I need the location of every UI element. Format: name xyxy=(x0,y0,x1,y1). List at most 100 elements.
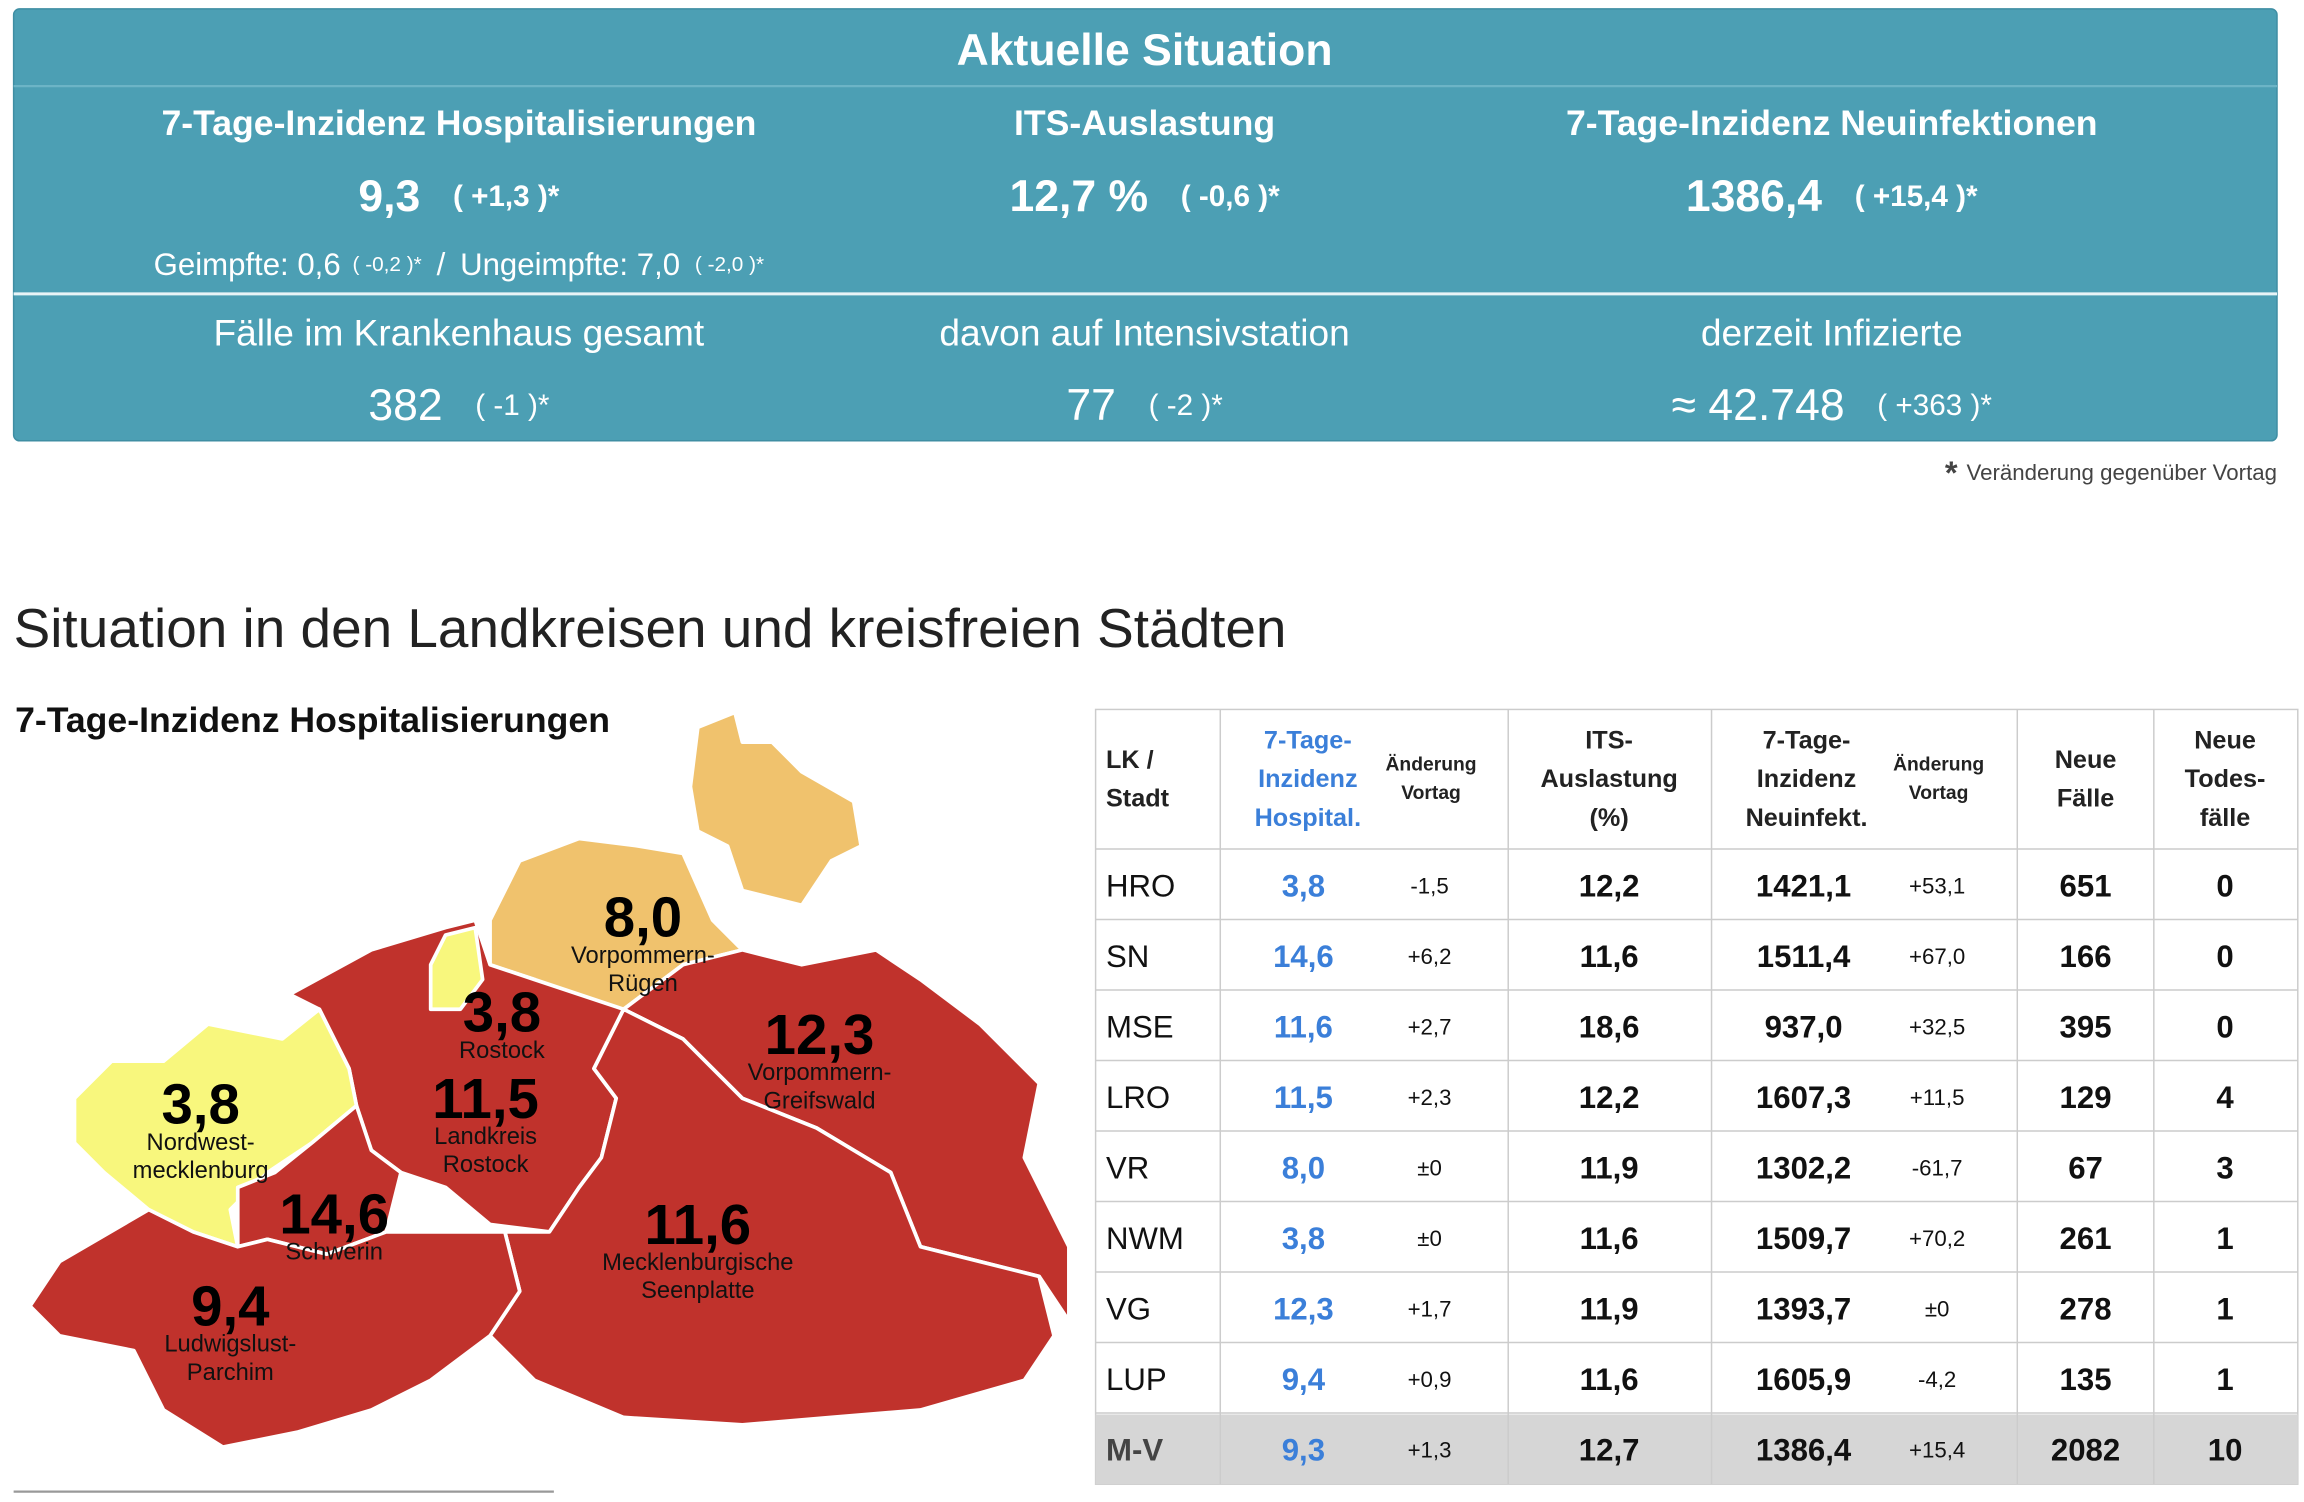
table-cell: 1 xyxy=(2216,1292,2233,1327)
table-header: Neuinfekt. xyxy=(1746,804,1868,832)
metric-value: 9,3 xyxy=(358,171,420,220)
table-cell: +70,2 xyxy=(1909,1226,1965,1251)
footnote-text: Veränderung gegenüber Vortag xyxy=(1966,459,2277,484)
map xyxy=(28,710,1071,1449)
table-header: 7-Tage- xyxy=(1264,727,1352,755)
table-cell: 3,8 xyxy=(1282,869,1325,904)
region-name: mecklenburg xyxy=(133,1158,269,1184)
legend-label: > 6 - 9 xyxy=(354,1499,430,1502)
table-header: Fälle xyxy=(2057,784,2114,812)
table-header: Hospital. xyxy=(1255,804,1362,832)
table-cell: 12,2 xyxy=(1579,1080,1640,1115)
table-cell: ±0 xyxy=(1417,1226,1442,1251)
region-name: Rügen xyxy=(608,971,678,997)
table-cell: LRO xyxy=(1106,1080,1170,1115)
table-cell: 12,2 xyxy=(1579,869,1640,904)
vaccination-vaccinated_change: ( -0,2 )* xyxy=(353,253,422,276)
table-cell: -61,7 xyxy=(1912,1156,1963,1181)
table-header: Neue xyxy=(2055,746,2117,774)
region-value: 3,8 xyxy=(161,1073,239,1136)
region-lup xyxy=(28,1207,522,1449)
vaccination: Geimpfte: 0,6 ( -0,2 )* / Ungeimpfte: 7,0 ( … xyxy=(154,247,765,282)
total: 382 ( -1 )* xyxy=(368,381,550,430)
table-cell: 1393,7 xyxy=(1756,1292,1851,1327)
table-cell: 135 xyxy=(2060,1362,2112,1397)
table-header: LK / xyxy=(1106,746,1154,774)
total: ≈ 42.748 ( +363 )* xyxy=(1672,381,1993,430)
table-cell: LUP xyxy=(1106,1362,1167,1397)
total-change: ( -2 )* xyxy=(1149,389,1224,422)
table-cell: ±0 xyxy=(1417,1156,1442,1181)
table-cell: +53,1 xyxy=(1909,874,1965,899)
region-value: 3,8 xyxy=(463,981,541,1044)
table-cell: 1 xyxy=(2216,1362,2233,1397)
table-cell: 4 xyxy=(2216,1080,2234,1115)
table-cell: -4,2 xyxy=(1918,1367,1956,1392)
table-cell: 1386,4 xyxy=(1756,1433,1852,1468)
total-change: ( +363 )* xyxy=(1877,389,1992,422)
table-cell: 395 xyxy=(2060,1010,2112,1045)
table-cell: 11,6 xyxy=(1580,1221,1639,1256)
table-header: Vortag xyxy=(1909,783,1969,804)
region-name: Schwerin xyxy=(285,1240,383,1266)
table-cell: 261 xyxy=(2060,1221,2112,1256)
table-cell: 0 xyxy=(2216,1010,2233,1045)
table-cell: VG xyxy=(1106,1292,1151,1327)
table-cell: 1607,3 xyxy=(1756,1080,1851,1115)
region-name: Greifswald xyxy=(763,1088,875,1114)
table-header: ITS- xyxy=(1585,727,1633,755)
table-cell: ±0 xyxy=(1925,1297,1950,1322)
region-value: 11,5 xyxy=(432,1067,539,1130)
table-cell: 0 xyxy=(2216,869,2233,904)
table-cell: 166 xyxy=(2060,939,2112,974)
table-cell: 8,0 xyxy=(1282,1151,1325,1186)
region-value: 12,3 xyxy=(765,1003,875,1066)
table-cell: 11,6 xyxy=(1580,1362,1639,1397)
table-cell: 9,3 xyxy=(1282,1433,1325,1468)
table-header: 7-Tage- xyxy=(1763,727,1851,755)
table-header: Änderung xyxy=(1893,753,1984,776)
region-value: 9,4 xyxy=(191,1275,270,1338)
table-header: Inzidenz xyxy=(1757,765,1856,793)
table-cell: +2,7 xyxy=(1408,1015,1452,1040)
vaccination-vaccinated: Geimpfte: 0,6 xyxy=(154,247,341,282)
table-cell: 1509,7 xyxy=(1756,1221,1851,1256)
table-cell: M-V xyxy=(1106,1433,1163,1468)
metric-change: ( +1,3 )* xyxy=(453,179,560,212)
table xyxy=(1094,708,2299,1485)
table-cell: 12,7 xyxy=(1579,1433,1640,1468)
table-cell: 12,3 xyxy=(1273,1292,1334,1327)
region-name: Vorpommern- xyxy=(748,1060,892,1086)
table-cell: 1 xyxy=(2216,1221,2233,1256)
table-cell: +67,0 xyxy=(1909,944,1965,969)
region-name: Seenplatte xyxy=(641,1278,755,1304)
footnote: * Veränderung gegenüber Vortag xyxy=(1945,453,2277,490)
region-name: Rostock xyxy=(459,1038,545,1064)
panel-title: Aktuelle Situation xyxy=(957,26,1333,75)
table-cell: 937,0 xyxy=(1765,1010,1843,1045)
table-cell: 11,6 xyxy=(1580,939,1639,974)
region-patch xyxy=(428,925,485,1012)
region-name: Vorpommern- xyxy=(571,943,715,969)
table-header: Neue xyxy=(2194,727,2256,755)
table-cell: 11,5 xyxy=(1274,1080,1333,1115)
vaccination-unvaccinated_change: ( -2,0 )* xyxy=(695,253,764,276)
total-change: ( -1 )* xyxy=(475,389,550,422)
metric-change: ( +15,4 )* xyxy=(1855,179,1978,212)
table-cell: 278 xyxy=(2060,1292,2112,1327)
region-mse xyxy=(488,1007,1056,1427)
total-value: 77 xyxy=(1066,381,1116,430)
total-value: 382 xyxy=(368,381,442,430)
table-cell: 11,9 xyxy=(1580,1292,1639,1327)
table-cell: +15,4 xyxy=(1909,1438,1965,1463)
total-label: derzeit Infizierte xyxy=(1701,311,1963,353)
table-cell: 1511,4 xyxy=(1757,939,1851,974)
total-label: davon auf Intensivstation xyxy=(939,311,1349,353)
region-name: Mecklenburgische xyxy=(602,1250,793,1276)
region-name: Parchim xyxy=(187,1360,274,1386)
summary-panel xyxy=(12,8,2278,442)
table-cell: 3 xyxy=(2216,1151,2233,1186)
table-cell: SN xyxy=(1106,939,1149,974)
vaccination-unvaccinated: Ungeimpfte: 7,0 xyxy=(460,247,680,282)
vaccination-separator: / xyxy=(437,247,446,282)
